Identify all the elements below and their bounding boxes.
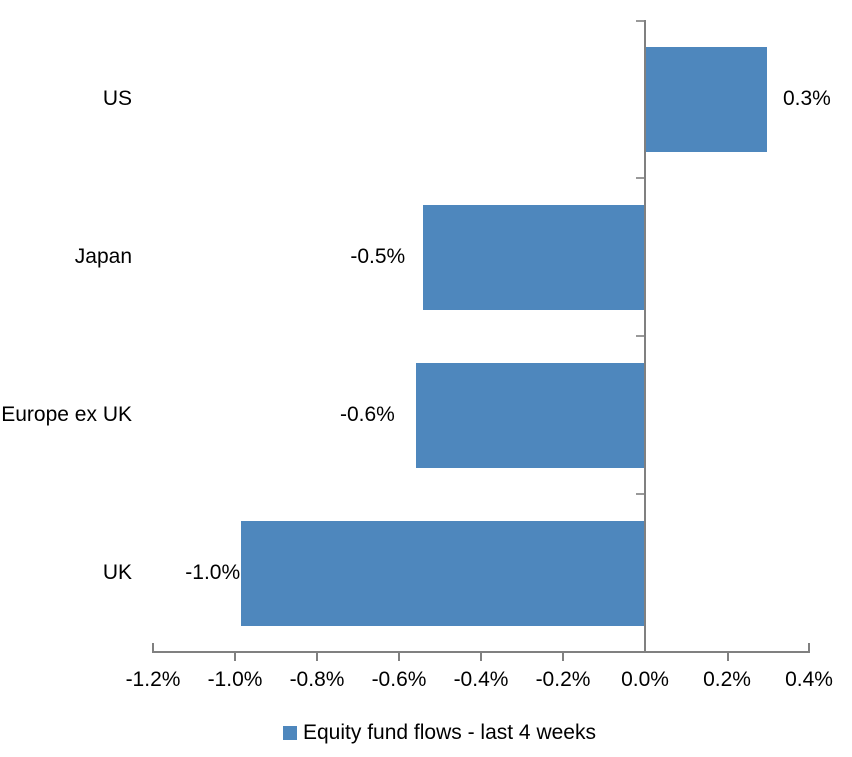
zero-axis-tick (636, 493, 644, 495)
x-axis-end-tick (152, 643, 154, 651)
x-tick-label: -1.2% (125, 668, 181, 691)
category-label-uk: UK (102, 561, 132, 584)
x-axis-tick (727, 653, 729, 661)
bar-uk (241, 520, 645, 626)
zero-axis-tick (636, 177, 644, 179)
x-axis-tick (398, 653, 400, 661)
bar-europe-ex-uk (415, 362, 645, 468)
category-label-europe-ex-uk: Europe ex UK (1, 403, 132, 426)
x-axis-tick (316, 653, 318, 661)
x-axis-tick (562, 653, 564, 661)
x-tick-label: 0.0% (621, 668, 669, 691)
x-axis-line (152, 651, 810, 653)
value-label-us: 0.3% (782, 87, 831, 110)
x-tick-label: -0.4% (453, 668, 509, 691)
value-label-uk: -1.0% (185, 561, 241, 584)
x-axis-tick (234, 653, 236, 661)
legend-swatch-icon (283, 726, 297, 740)
value-label-europe-ex-uk: -0.6% (339, 403, 395, 426)
zero-axis-line (644, 20, 646, 652)
bar-japan (423, 204, 645, 310)
legend-label: Equity fund flows - last 4 weeks (303, 721, 596, 744)
bar-us (646, 46, 767, 152)
value-label-japan: -0.5% (350, 245, 406, 268)
zero-axis-tick (636, 20, 644, 22)
x-tick-label: -0.2% (535, 668, 591, 691)
category-label-us: US (102, 87, 132, 110)
x-tick-label: -0.6% (371, 668, 427, 691)
x-tick-label: -1.0% (207, 668, 263, 691)
x-tick-label: -0.8% (289, 668, 345, 691)
x-tick-label: 0.4% (785, 668, 833, 691)
category-label-japan: Japan (74, 245, 132, 268)
x-axis-tick (480, 653, 482, 661)
zero-axis-tick (636, 335, 644, 337)
legend: Equity fund flows - last 4 weeks (283, 720, 596, 746)
x-axis-end-tick (808, 643, 810, 651)
x-tick-label: 0.2% (703, 668, 751, 691)
